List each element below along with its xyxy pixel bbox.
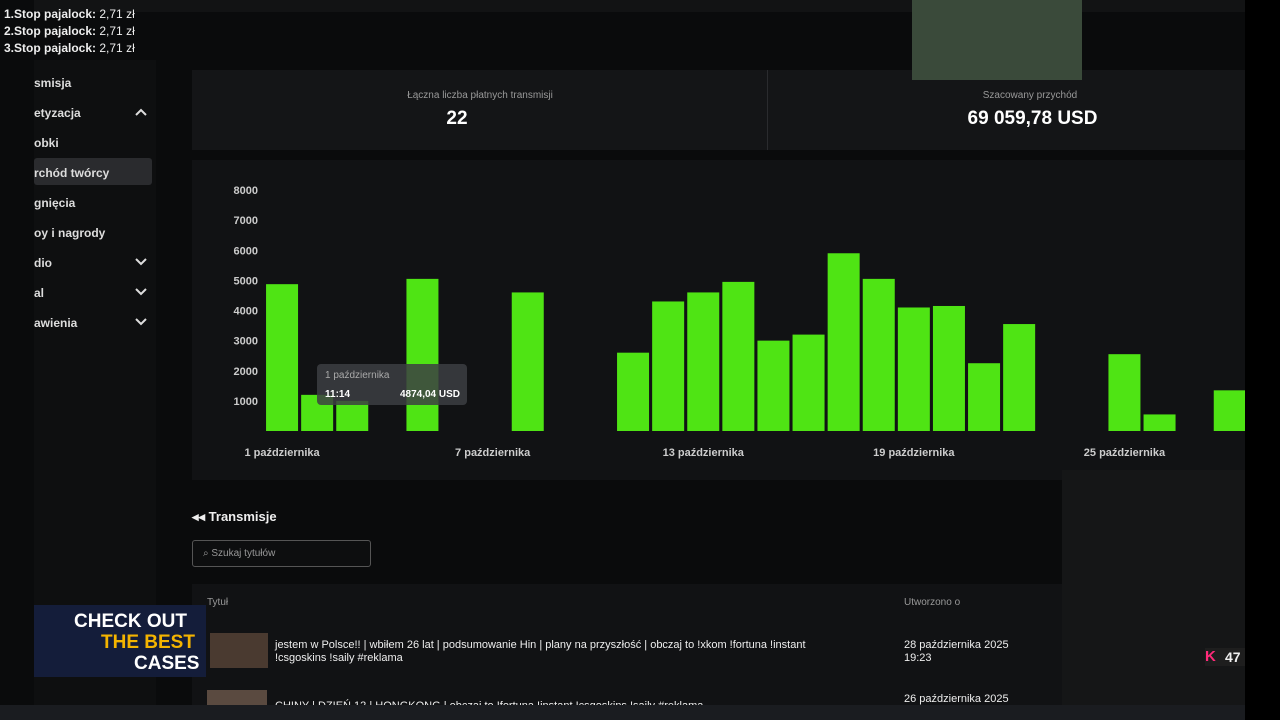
y-tick-label: 2000 (234, 366, 258, 378)
sidebar-item[interactable]: awienia (34, 316, 78, 330)
tooltip-time: 11:14 (325, 389, 350, 400)
chevrons (135, 108, 147, 326)
donation-overlay: 1.Stop pajalock: 2,71 zł 2.Stop pajalock:… (4, 6, 135, 57)
donation: 3.Stop pajalock: 2,71 zł (4, 40, 135, 57)
x-tick-label: 1 października (244, 447, 320, 459)
bar (1108, 354, 1141, 431)
y-tick-label: 4000 (234, 306, 258, 318)
donation: 1.Stop pajalock: 2,71 zł (4, 6, 135, 23)
viewer-count: 47 (1225, 649, 1241, 665)
edge (1245, 0, 1280, 720)
bar (968, 363, 1001, 431)
stat-value: 22 (446, 108, 468, 129)
column-header: Tytuł (207, 597, 229, 608)
thumbnail (207, 690, 267, 705)
bar (617, 352, 650, 431)
bar (722, 281, 755, 431)
bar (511, 292, 544, 431)
search-box[interactable]: ⌕ Szukaj tytułów (192, 540, 371, 567)
y-tick-label: 3000 (234, 336, 258, 348)
column-header[interactable]: Utworzono o (904, 597, 961, 608)
section-title: ◂◂ Transmisje (192, 509, 277, 524)
viewer-badge: K 47 (1205, 648, 1245, 666)
sidebar-item[interactable]: gnięcia (34, 196, 76, 210)
bar (1143, 414, 1176, 431)
kick-logo: K (1205, 648, 1216, 665)
stat-label: Szacowany przychód (982, 90, 1078, 101)
stat-value: 69 059,78 USD (967, 108, 1098, 129)
promo-text: THE BEST (101, 632, 195, 653)
donation-name: 3.Stop pajalock: (4, 41, 97, 55)
promo-banner: CHECK OUT THE BEST CASES (34, 605, 206, 677)
bar (862, 278, 895, 431)
sidebar-item[interactable]: al (34, 286, 45, 300)
thumbnail (210, 633, 268, 668)
stats-panel (192, 70, 1245, 150)
y-tick-label: 6000 (234, 245, 258, 257)
bar (266, 284, 299, 431)
sidebar-item[interactable]: oy i nagrody (34, 226, 106, 240)
sidebar-item[interactable]: etyzacja (34, 106, 81, 120)
sidebar-item[interactable]: smisja (34, 76, 72, 90)
taskbar (0, 705, 1280, 720)
tooltip-value: 4874,04 USD (400, 389, 460, 400)
divider (767, 70, 768, 150)
donation: 2.Stop pajalock: 2,71 zł (4, 23, 135, 40)
bar (792, 334, 825, 431)
row-title: !csgoskins !saily #reklama (275, 652, 403, 664)
chart: 1000 2000 3000 4000 5000 6000 7000 8000 1 paździ… (234, 185, 1246, 459)
bar (687, 292, 720, 431)
row-date: 26 października 2025 (904, 693, 1009, 705)
table (192, 584, 1062, 705)
sidebar-item[interactable]: dio (34, 256, 52, 270)
y-tick-label: 8000 (234, 185, 258, 197)
x-tick-label: 7 października (455, 447, 531, 459)
stat-label: Łączna liczba płatnych transmisji (407, 90, 553, 101)
row-time: 19:23 (904, 652, 932, 664)
bar (932, 305, 965, 431)
tooltip-date: 1 października (325, 370, 390, 381)
bar (406, 278, 439, 431)
donation-amount: 2,71 zł (99, 24, 135, 38)
section-title-text: Transmisje (208, 509, 277, 524)
donation-amount: 2,71 zł (99, 7, 135, 21)
y-tick-label: 5000 (234, 275, 258, 287)
tooltip (317, 364, 467, 405)
bar (336, 400, 369, 431)
y-tick-label: 1000 (234, 396, 258, 408)
x-tick-label: 25 października (1084, 447, 1166, 459)
x-tick-label: 13 października (663, 447, 745, 459)
y-tick-label: 7000 (234, 215, 258, 227)
donation-name: 1.Stop pajalock: (4, 7, 97, 21)
sidebar-item[interactable]: obki (34, 136, 59, 150)
webcam (912, 0, 1082, 80)
row-date: 28 października 2025 (904, 639, 1009, 651)
sidebar-active (34, 158, 152, 185)
promo-text: CHECK OUT (74, 611, 187, 632)
bar (1213, 390, 1246, 431)
search-placeholder: ⌕ Szukaj tytułów (203, 548, 276, 559)
sidebar-item[interactable]: rchód twórcy (34, 166, 110, 180)
promo-text: CASES (134, 653, 200, 674)
bar (652, 301, 685, 431)
donation-amount: 2,71 zł (99, 41, 135, 55)
search-text: Szukaj tytułów (211, 548, 276, 559)
row-title[interactable]: jestem w Polsce!! | wbiłem 26 lat | pods… (275, 639, 806, 651)
x-tick-label: 19 października (873, 447, 955, 459)
webcam (1062, 470, 1245, 705)
bar (1003, 324, 1036, 431)
bar (897, 307, 930, 431)
bar (827, 253, 860, 431)
bar (757, 340, 790, 431)
donation-name: 2.Stop pajalock: (4, 24, 97, 38)
